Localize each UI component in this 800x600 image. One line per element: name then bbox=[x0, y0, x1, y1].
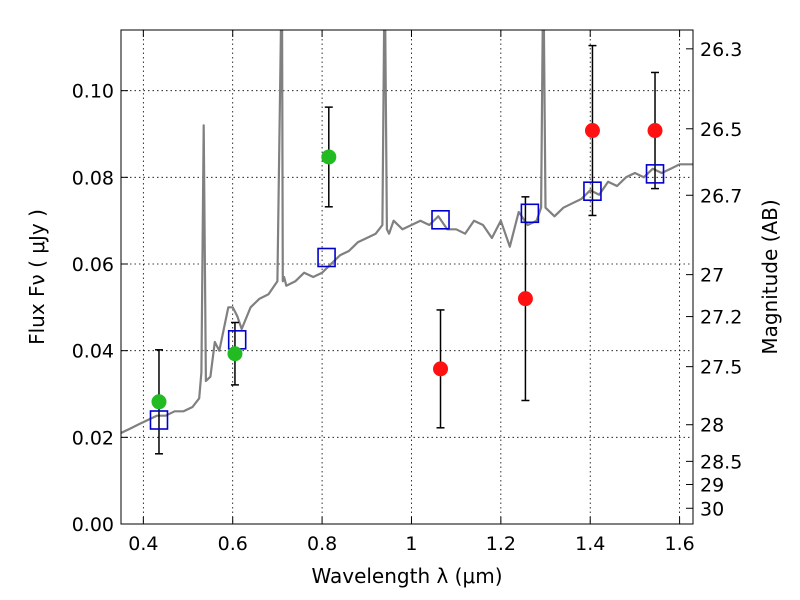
magnitude-tick-label: 30 bbox=[700, 498, 724, 520]
synthetic-flux-square bbox=[520, 203, 540, 224]
x-axis-title: Wavelength λ (μm) bbox=[311, 564, 502, 588]
y-axis-title: Flux Fν ( μJy ) bbox=[25, 209, 49, 345]
magnitude-tick-label: 27.2 bbox=[700, 307, 742, 329]
red-data-point bbox=[647, 123, 663, 139]
green-data-point bbox=[227, 346, 243, 362]
model-spectrum-line bbox=[121, 30, 693, 434]
red-data-point bbox=[433, 361, 449, 377]
y-tick-label: 0.04 bbox=[72, 341, 114, 363]
synthetic-flux-square bbox=[149, 410, 169, 430]
gridlines bbox=[121, 30, 693, 524]
magnitude-tick-label: 26.7 bbox=[700, 185, 742, 207]
x-tick-label: 1.4 bbox=[575, 533, 605, 555]
green-data-point bbox=[321, 149, 337, 165]
magnitude-tick-label: 27.5 bbox=[700, 357, 742, 379]
x-tick-label: 0.4 bbox=[128, 533, 158, 555]
magnitude-tick-label: 26.3 bbox=[700, 39, 742, 61]
magnitude-axis-title: Magnitude (AB) bbox=[758, 199, 782, 354]
x-tick-label: 0.8 bbox=[307, 533, 337, 555]
y-tick-label: 0.02 bbox=[72, 427, 114, 449]
synthetic-flux-square bbox=[317, 247, 336, 268]
red-data-point bbox=[517, 291, 533, 307]
synthetic-flux-square bbox=[645, 164, 665, 184]
magnitude-tick-label: 29 bbox=[700, 474, 724, 496]
x-tick-label: 1.6 bbox=[664, 533, 694, 555]
y-tick-label: 0.08 bbox=[72, 167, 114, 189]
magnitude-tick-label: 28.5 bbox=[700, 451, 742, 473]
plot-frame bbox=[120, 29, 694, 525]
synthetic-flux-square bbox=[431, 210, 450, 230]
y-tick-label: 0.06 bbox=[72, 254, 114, 276]
plot-series bbox=[121, 30, 693, 455]
magnitude-tick-label: 26.5 bbox=[700, 119, 742, 141]
y-tick-label: 0.00 bbox=[72, 514, 114, 536]
axis-ticks: 0.4 0.6 0.8 1 1.2 1.4 1.6 0.00 0.02 0.04 0.06 0.08 0… bbox=[72, 30, 742, 555]
green-data-point bbox=[151, 394, 167, 410]
x-tick-label: 1 bbox=[405, 533, 417, 555]
magnitude-tick-label: 28 bbox=[700, 415, 724, 437]
x-tick-label: 1.2 bbox=[486, 533, 516, 555]
y-tick-label: 0.10 bbox=[72, 81, 114, 103]
red-data-point bbox=[584, 123, 600, 139]
magnitude-tick-label: 27 bbox=[700, 265, 724, 287]
plot-background bbox=[121, 30, 693, 524]
x-tick-label: 0.6 bbox=[218, 533, 248, 555]
synthetic-flux-square bbox=[583, 181, 602, 201]
